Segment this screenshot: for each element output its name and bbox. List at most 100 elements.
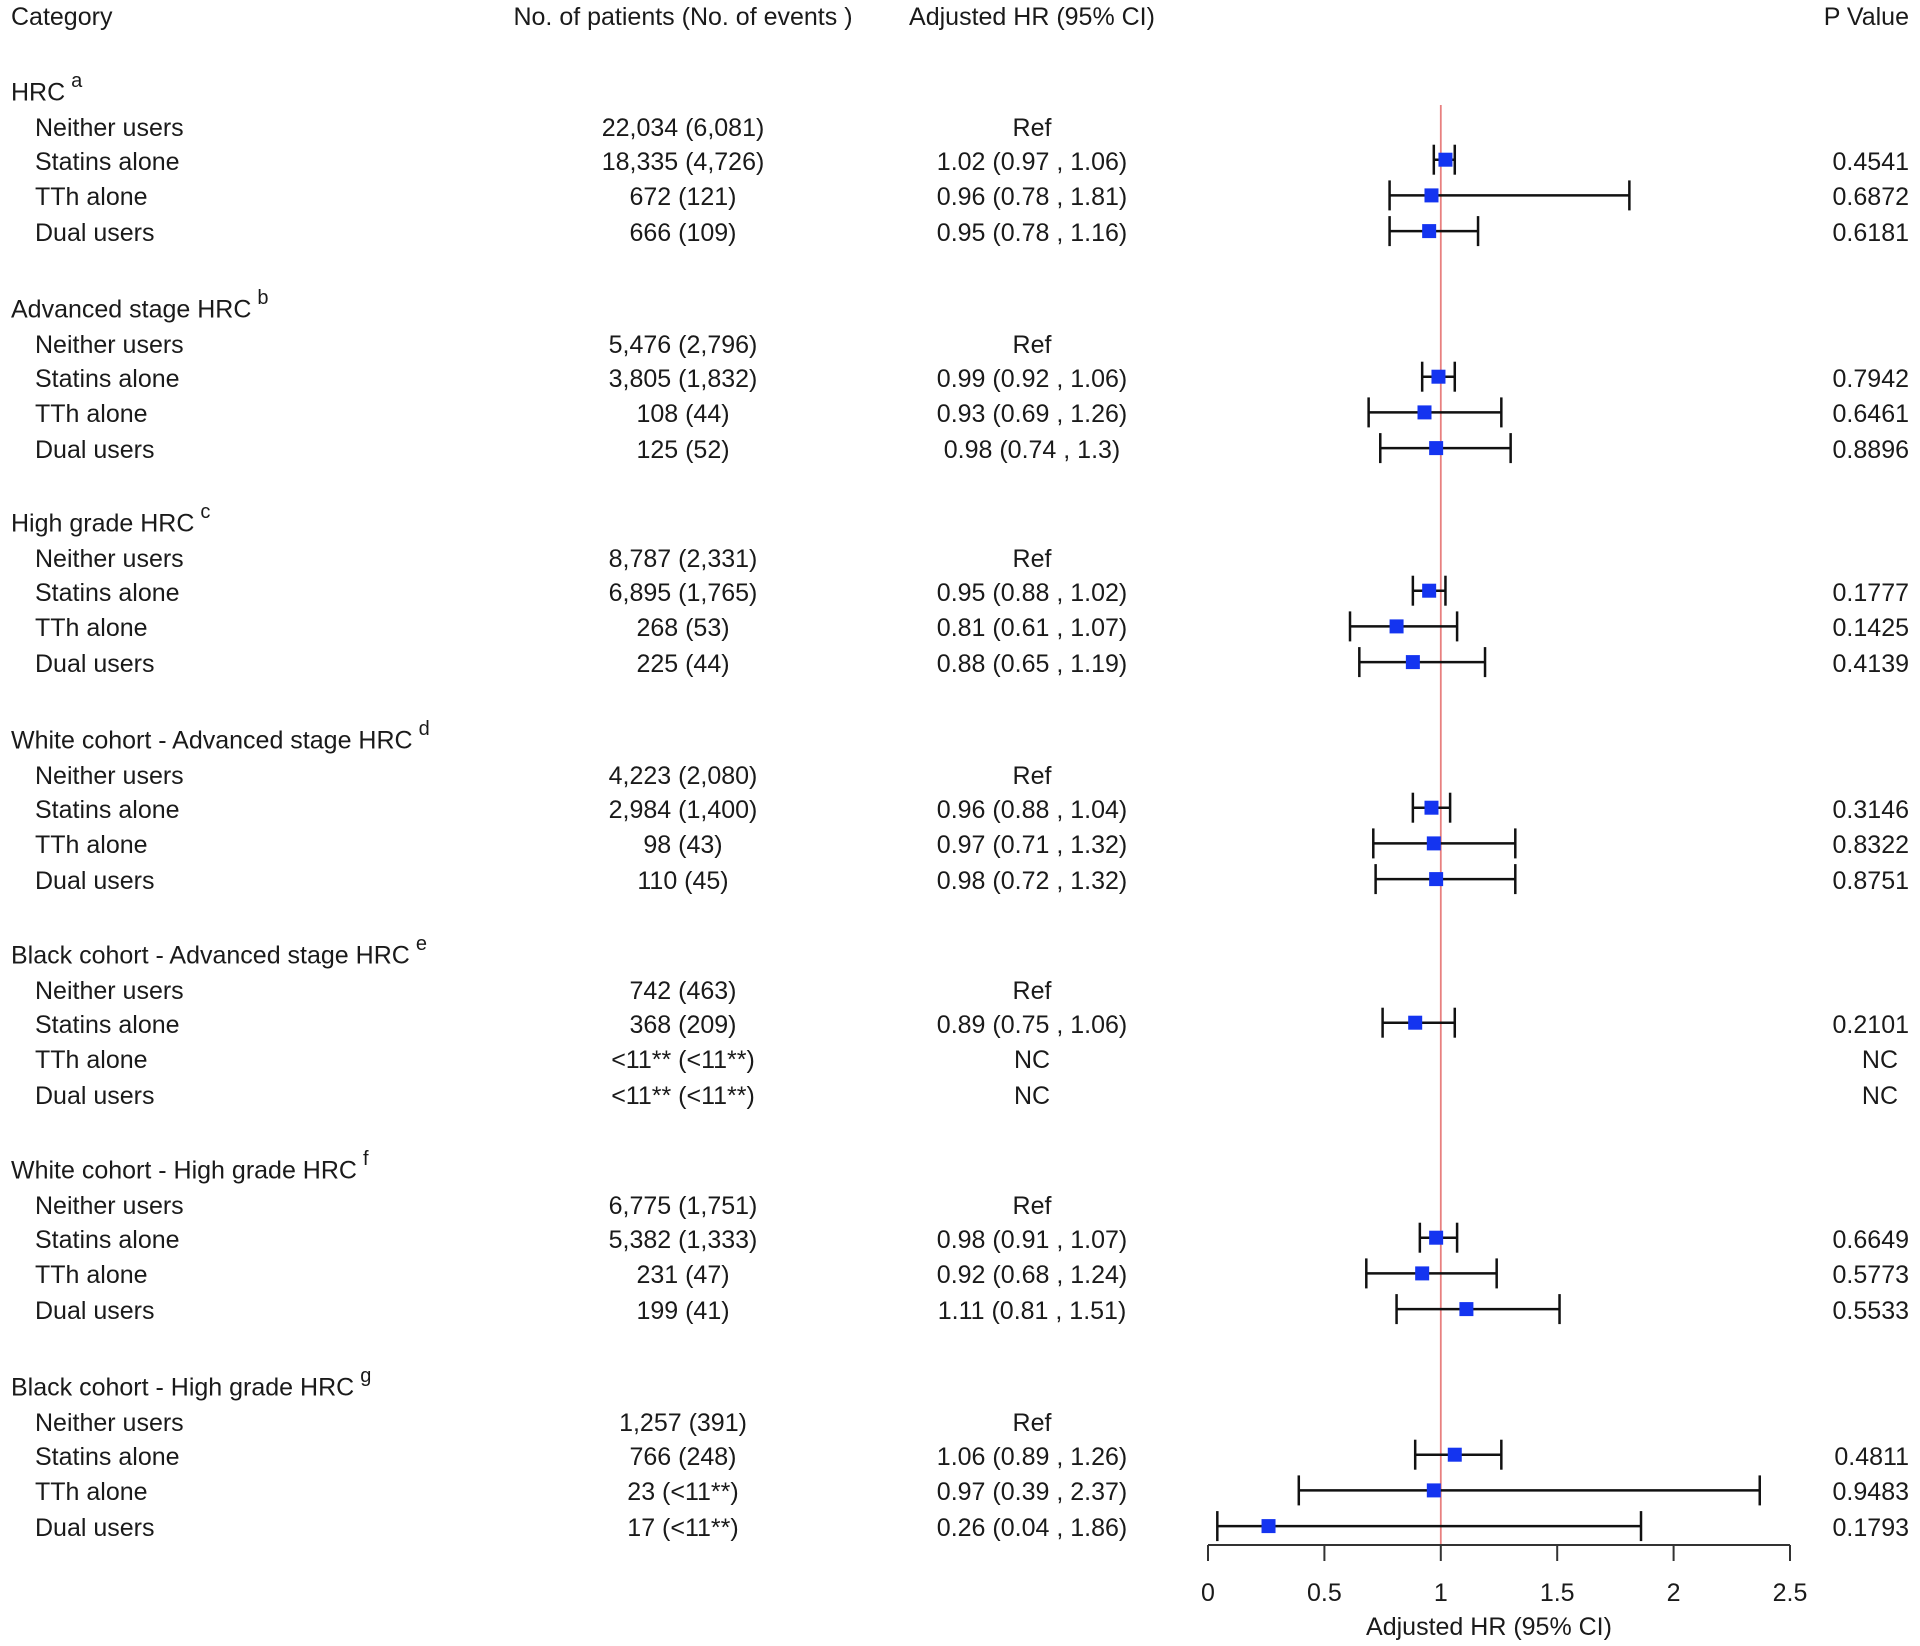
- hr-ci-text: Ref: [1012, 1192, 1052, 1220]
- hr-point: [1389, 619, 1404, 634]
- row-label: TTh alone: [35, 1261, 148, 1290]
- group-title: Advanced stage HRC b: [11, 287, 269, 324]
- row-label: Dual users: [35, 219, 155, 248]
- patients-events: 108 (44): [636, 400, 730, 429]
- hr-ci-text: NC: [1013, 1046, 1051, 1075]
- row-label: TTh alone: [35, 831, 148, 860]
- patients-events: 1,257 (391): [619, 1409, 747, 1437]
- hr-ci-text: 0.89 (0.75 , 1.06): [936, 1010, 1128, 1039]
- row-label: Statins alone: [35, 795, 180, 824]
- footnote-marker: g: [360, 1365, 372, 1387]
- hr-ci-text: 0.95 (0.78 , 1.16): [936, 219, 1128, 248]
- row-label: Statins alone: [35, 147, 180, 176]
- hr-ci-text: Ref: [1012, 331, 1052, 359]
- footnote-marker: b: [257, 287, 269, 309]
- row-label: TTh alone: [35, 1478, 148, 1507]
- p-value: 0.6461: [1832, 400, 1909, 429]
- hr-point: [1405, 655, 1420, 670]
- row-label: Statins alone: [35, 578, 180, 607]
- p-value: 0.5773: [1832, 1261, 1909, 1290]
- footnote-marker: e: [415, 933, 427, 955]
- patients-events: 98 (43): [643, 831, 723, 860]
- footnote-marker: c: [200, 501, 211, 523]
- row-label: Dual users: [35, 436, 155, 465]
- x-tick-label: 2: [1667, 1579, 1681, 1607]
- header-p-value: P Value: [1823, 3, 1909, 31]
- hr-ci-text: 1.06 (0.89 , 1.26): [936, 1442, 1128, 1471]
- patients-events: 199 (41): [636, 1297, 730, 1326]
- group-title: Black cohort - Advanced stage HRC e: [11, 933, 427, 970]
- hr-point: [1426, 1483, 1441, 1498]
- hr-ci-text: 0.98 (0.74 , 1.3): [943, 436, 1121, 465]
- row-label: Statins alone: [35, 364, 180, 393]
- hr-point: [1261, 1519, 1276, 1534]
- header-hr: Adjusted HR (95% CI): [909, 3, 1155, 31]
- hr-ci-text: Ref: [1012, 762, 1052, 790]
- hr-point: [1438, 152, 1453, 167]
- patients-events: 22,034 (6,081): [601, 114, 765, 142]
- hr-ci-text: Ref: [1012, 114, 1052, 142]
- row-label: Neither users: [35, 114, 184, 142]
- patients-events: 17 (<11**): [627, 1514, 739, 1543]
- patients-events: 3,805 (1,832): [608, 364, 758, 393]
- p-value: 0.5533: [1832, 1297, 1909, 1326]
- hr-ci-text: 0.96 (0.88 , 1.04): [936, 795, 1128, 824]
- p-value: 0.6181: [1832, 219, 1909, 248]
- hr-ci-text: 0.88 (0.65 , 1.19): [936, 650, 1128, 679]
- hr-point: [1459, 1302, 1474, 1317]
- p-value: 0.4811: [1834, 1442, 1909, 1471]
- p-value: NC: [1861, 1046, 1898, 1075]
- ci-row: [1216, 1511, 1643, 1542]
- ci-row: [1418, 1222, 1459, 1253]
- row-label: Dual users: [35, 1514, 155, 1543]
- patients-events: 742 (463): [629, 977, 737, 1005]
- patients-events: <11** (<11**): [611, 1046, 755, 1075]
- row-label: TTh alone: [35, 614, 148, 643]
- ci-row: [1413, 1439, 1503, 1470]
- row-label: Neither users: [35, 977, 184, 1005]
- p-value: 0.6649: [1832, 1225, 1909, 1254]
- hr-point: [1447, 1447, 1462, 1462]
- group-title: White cohort - Advanced stage HRC d: [11, 718, 430, 755]
- hr-point: [1417, 405, 1432, 420]
- hr-ci-text: 0.81 (0.61 , 1.07): [936, 614, 1128, 643]
- hr-point: [1426, 836, 1441, 851]
- ci-row: [1381, 1007, 1457, 1038]
- ci-row: [1367, 397, 1503, 428]
- hr-ci-text: Ref: [1012, 977, 1052, 1005]
- row-label: TTh alone: [35, 1046, 148, 1075]
- row-label: Dual users: [35, 1082, 155, 1111]
- x-axis: 0 0.5 1 1.5 2 2.5: [1201, 1544, 1807, 1607]
- hr-ci-text: NC: [1013, 1082, 1051, 1111]
- hr-ci-text: Ref: [1012, 1409, 1052, 1437]
- p-value: 0.8751: [1832, 867, 1909, 896]
- patients-events: <11** (<11**): [611, 1082, 755, 1111]
- hr-ci-text: 0.98 (0.72 , 1.32): [936, 867, 1128, 896]
- p-value: 0.1777: [1832, 578, 1909, 607]
- ci-row: [1372, 828, 1517, 859]
- patients-events: 4,223 (2,080): [608, 762, 758, 790]
- p-value: 0.8322: [1832, 831, 1909, 860]
- ci-row: [1365, 1258, 1498, 1289]
- hr-point: [1429, 1230, 1444, 1245]
- x-tick-label: 0.5: [1307, 1579, 1342, 1607]
- patients-events: 125 (52): [636, 436, 730, 465]
- row-label: Neither users: [35, 1192, 184, 1220]
- patients-events: 110 (45): [637, 867, 729, 896]
- ci-layer: [1216, 144, 1761, 1542]
- patients-events: 6,775 (1,751): [608, 1192, 758, 1220]
- hr-point: [1429, 872, 1444, 887]
- patients-events: 225 (44): [636, 650, 730, 679]
- p-value: 0.1793: [1832, 1514, 1909, 1543]
- p-value: 0.6872: [1832, 183, 1909, 212]
- hr-point: [1422, 583, 1437, 598]
- row-label: Neither users: [35, 331, 184, 359]
- hr-ci-text: 0.96 (0.78 , 1.81): [936, 183, 1128, 212]
- patients-events: 8,787 (2,331): [608, 545, 758, 573]
- group-title: Black cohort - High grade HRC g: [11, 1365, 372, 1402]
- patients-events: 672 (121): [629, 183, 737, 212]
- header-category: Category: [11, 3, 113, 31]
- hr-point: [1415, 1266, 1430, 1281]
- hr-ci-text: 0.95 (0.88 , 1.02): [936, 578, 1128, 607]
